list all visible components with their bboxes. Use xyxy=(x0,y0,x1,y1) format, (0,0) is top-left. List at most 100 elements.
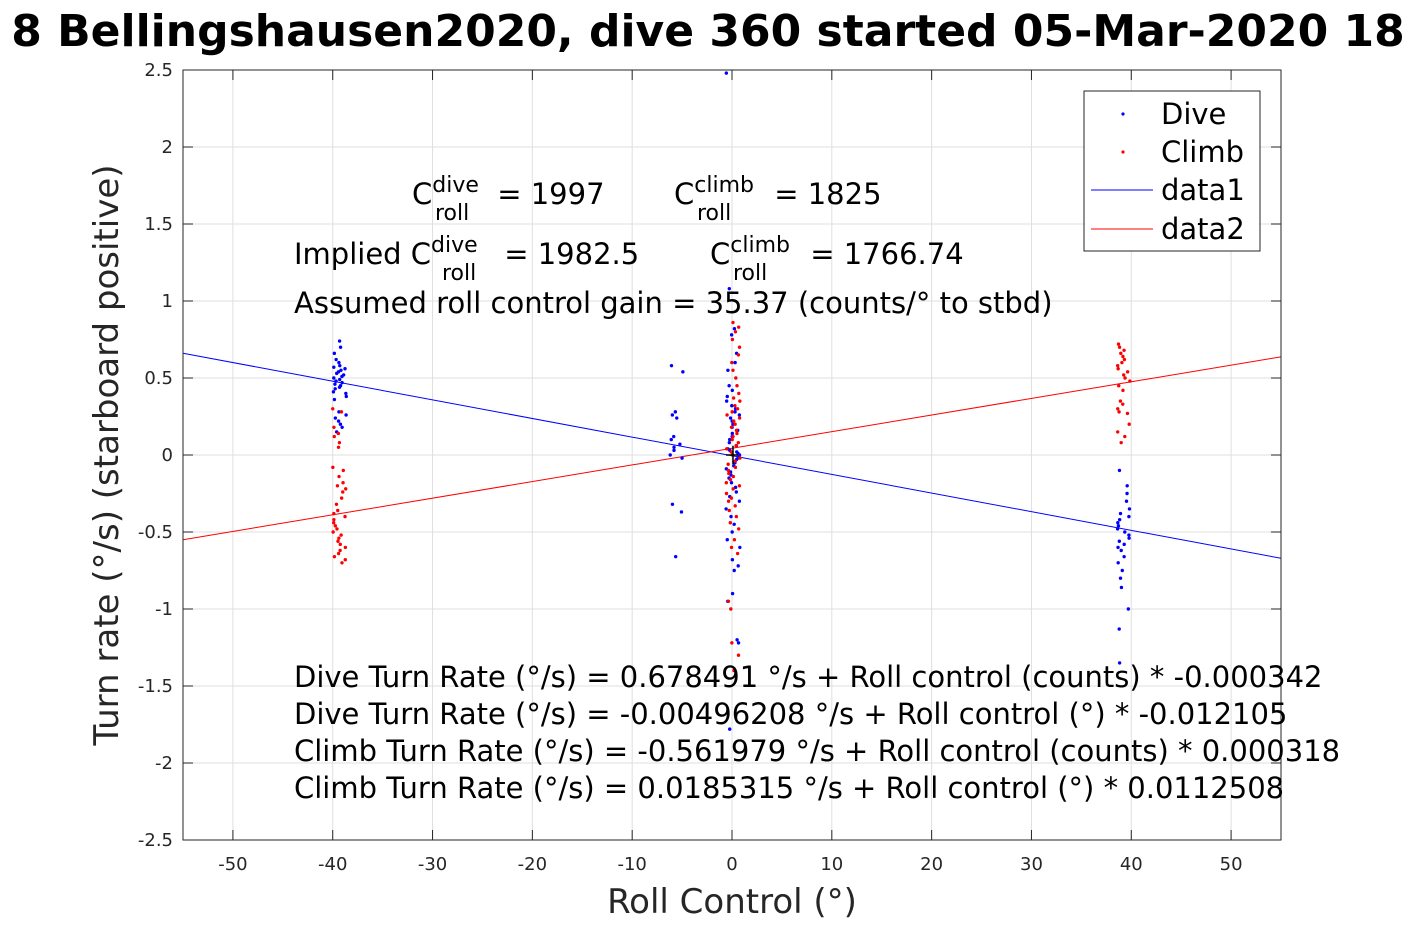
data-point-climb xyxy=(1121,402,1125,406)
data-point-dive xyxy=(1125,484,1129,488)
data-point-dive xyxy=(1122,542,1126,547)
data-point-dive xyxy=(1117,517,1122,522)
data-point-dive xyxy=(1122,554,1126,559)
data-point-climb xyxy=(728,477,733,482)
data-point-climb xyxy=(339,496,344,500)
data-point-climb xyxy=(733,330,738,334)
data-point-climb xyxy=(331,407,335,411)
data-point-dive xyxy=(338,345,343,349)
data-point-dive xyxy=(337,377,342,382)
data-point-climb xyxy=(331,530,335,534)
data-point-climb xyxy=(1122,357,1127,362)
data-point-dive xyxy=(679,510,684,514)
x-tick-label: 30 xyxy=(1020,854,1043,875)
data-point-climb xyxy=(726,468,731,473)
data-point-climb xyxy=(736,353,741,357)
data-point-climb xyxy=(332,554,337,559)
data-point-climb xyxy=(332,434,336,439)
data-point-dive xyxy=(332,397,337,402)
data-point-dive xyxy=(1118,511,1123,516)
data-point-climb xyxy=(337,536,341,540)
data-point-climb xyxy=(341,481,345,485)
data-point-dive xyxy=(344,391,348,396)
data-point-dive xyxy=(733,360,737,365)
data-point-dive xyxy=(332,365,336,369)
data-point-dive xyxy=(336,419,341,423)
data-point-dive xyxy=(337,360,341,365)
data-point-dive xyxy=(730,558,735,562)
x-tick-label: 10 xyxy=(820,854,843,875)
data-point-climb xyxy=(726,499,731,503)
equation-dive-degrees: Dive Turn Rate (°/s) = -0.00496208 °/s +… xyxy=(294,697,1287,731)
data-point-climb xyxy=(341,468,345,473)
y-tick-label: -1.5 xyxy=(138,676,173,697)
data-point-climb xyxy=(725,447,729,451)
data-point-climb xyxy=(1120,360,1124,365)
data-point-climb xyxy=(726,599,731,603)
data-point-climb xyxy=(343,514,347,519)
data-point-dive xyxy=(729,514,733,519)
data-point-climb xyxy=(724,481,729,485)
data-point-climb xyxy=(737,391,741,396)
data-point-dive xyxy=(736,564,740,568)
data-point-climb xyxy=(735,384,739,388)
data-point-climb xyxy=(725,413,729,417)
axis-ticks xyxy=(183,69,1281,841)
data-point-dive xyxy=(669,363,674,368)
data-point-dive xyxy=(724,399,729,403)
annotation-cclimb: Cclimb roll = 1825 xyxy=(674,173,882,226)
data-point-dive xyxy=(680,456,684,460)
data-point-dive xyxy=(724,507,728,511)
data-point-climb xyxy=(729,545,734,550)
data-point-climb xyxy=(733,504,737,508)
x-tick-labels: -50 -40 -30 -20 -10 0 10 20 30 40 50 xyxy=(218,854,1242,875)
implied-climb-label: C xyxy=(710,237,730,271)
equation-climb-counts: Climb Turn Rate (°/s) = -0.561979 °/s + … xyxy=(294,734,1340,768)
data-point-climb xyxy=(736,653,741,657)
data-point-climb xyxy=(737,345,742,349)
annotation-cdive: Cdive roll = 1997 xyxy=(412,173,605,226)
legend-label-dive: Dive xyxy=(1161,97,1226,131)
data-point-climb xyxy=(729,607,733,611)
y-tick-label: -2 xyxy=(155,753,173,774)
legend-marker-climb xyxy=(1121,150,1125,154)
y-tick-label: 2.5 xyxy=(144,60,173,81)
data-point-climb xyxy=(734,444,738,448)
data-point-climb xyxy=(337,474,341,479)
data-point-dive xyxy=(730,431,735,436)
data-point-climb xyxy=(730,641,734,645)
data-point-dive xyxy=(737,499,742,503)
y-tick-label: 0.5 xyxy=(144,368,173,389)
data-point-dive xyxy=(1120,568,1124,573)
data-point-climb xyxy=(343,558,347,562)
annotation-gain: Assumed roll control gain = 35.37 (count… xyxy=(294,286,1053,320)
data-point-dive xyxy=(1127,514,1131,519)
data-point-climb xyxy=(734,428,739,433)
data-point-dive xyxy=(1116,545,1120,550)
data-point-dive xyxy=(1124,499,1129,503)
data-point-climb xyxy=(336,539,340,543)
data-point-climb xyxy=(1121,373,1126,377)
data-point-climb xyxy=(344,487,348,491)
data-point-dive xyxy=(337,410,341,414)
data-point-climb xyxy=(335,484,340,488)
data-point-dive xyxy=(726,368,730,372)
data-point-dive xyxy=(333,387,337,391)
data-point-climb xyxy=(335,527,339,531)
x-tick-label: 20 xyxy=(920,854,943,875)
data-point-climb xyxy=(730,410,734,414)
data-point-dive xyxy=(728,416,733,420)
data-point-climb xyxy=(726,462,730,466)
data-point-climb xyxy=(731,396,736,400)
data-point-dive xyxy=(1116,521,1120,525)
data-point-climb xyxy=(1117,384,1121,388)
cclimb-value: = 1825 xyxy=(765,177,882,211)
data-point-dive xyxy=(1118,576,1123,580)
data-point-climb xyxy=(1117,410,1121,414)
x-tick-label: -40 xyxy=(318,854,347,875)
data-point-climb xyxy=(1115,363,1120,368)
cdive-sup: dive xyxy=(432,173,479,198)
data-point-dive xyxy=(675,416,679,420)
chart-title: 8 Bellingshausen2020, dive 360 started 0… xyxy=(11,6,1405,57)
x-tick-label: -10 xyxy=(617,854,646,875)
